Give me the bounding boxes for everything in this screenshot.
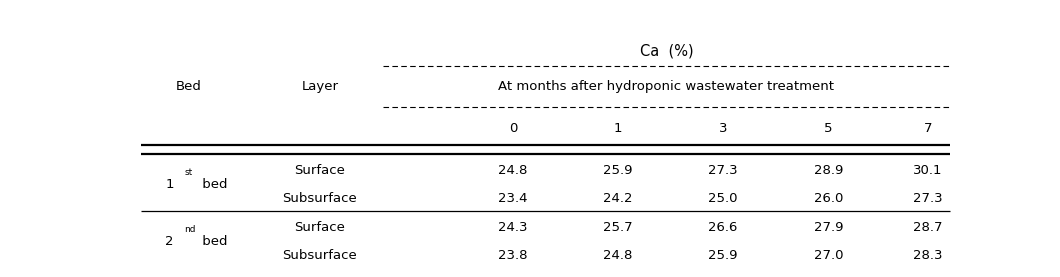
Text: nd: nd <box>184 225 196 234</box>
Text: 27.9: 27.9 <box>814 221 843 234</box>
Text: 24.3: 24.3 <box>498 221 528 234</box>
Text: 24.8: 24.8 <box>498 164 528 177</box>
Text: 25.0: 25.0 <box>708 192 738 205</box>
Text: 27.3: 27.3 <box>708 164 738 177</box>
Text: Ca  (%): Ca (%) <box>639 44 693 59</box>
Text: st: st <box>184 168 193 178</box>
Text: Surface: Surface <box>295 221 346 234</box>
Text: 30.1: 30.1 <box>913 164 942 177</box>
Text: 1: 1 <box>614 122 622 135</box>
Text: 25.7: 25.7 <box>603 221 633 234</box>
Text: 5: 5 <box>824 122 832 135</box>
Text: 24.2: 24.2 <box>603 192 633 205</box>
Text: 26.0: 26.0 <box>814 192 843 205</box>
Text: 7: 7 <box>923 122 932 135</box>
Text: 28.9: 28.9 <box>814 164 843 177</box>
Text: 27.0: 27.0 <box>814 248 843 261</box>
Text: Bed: Bed <box>175 80 201 93</box>
Text: 25.9: 25.9 <box>603 164 633 177</box>
Text: 25.9: 25.9 <box>708 248 738 261</box>
Text: 3: 3 <box>719 122 727 135</box>
Text: 23.4: 23.4 <box>498 192 528 205</box>
Text: bed: bed <box>198 178 228 191</box>
Text: 0: 0 <box>509 122 517 135</box>
Text: 24.8: 24.8 <box>603 248 633 261</box>
Text: bed: bed <box>198 235 228 248</box>
Text: At months after hydroponic wastewater treatment: At months after hydroponic wastewater tr… <box>498 80 834 93</box>
Text: Surface: Surface <box>295 164 346 177</box>
Text: 27.3: 27.3 <box>913 192 942 205</box>
Text: Layer: Layer <box>301 80 338 93</box>
Text: 26.6: 26.6 <box>708 221 738 234</box>
Text: 28.3: 28.3 <box>913 248 942 261</box>
Text: Subsurface: Subsurface <box>282 192 357 205</box>
Text: 1: 1 <box>165 178 174 191</box>
Text: Subsurface: Subsurface <box>282 248 357 261</box>
Text: 2: 2 <box>165 235 174 248</box>
Text: 28.7: 28.7 <box>913 221 942 234</box>
Text: 23.8: 23.8 <box>498 248 528 261</box>
